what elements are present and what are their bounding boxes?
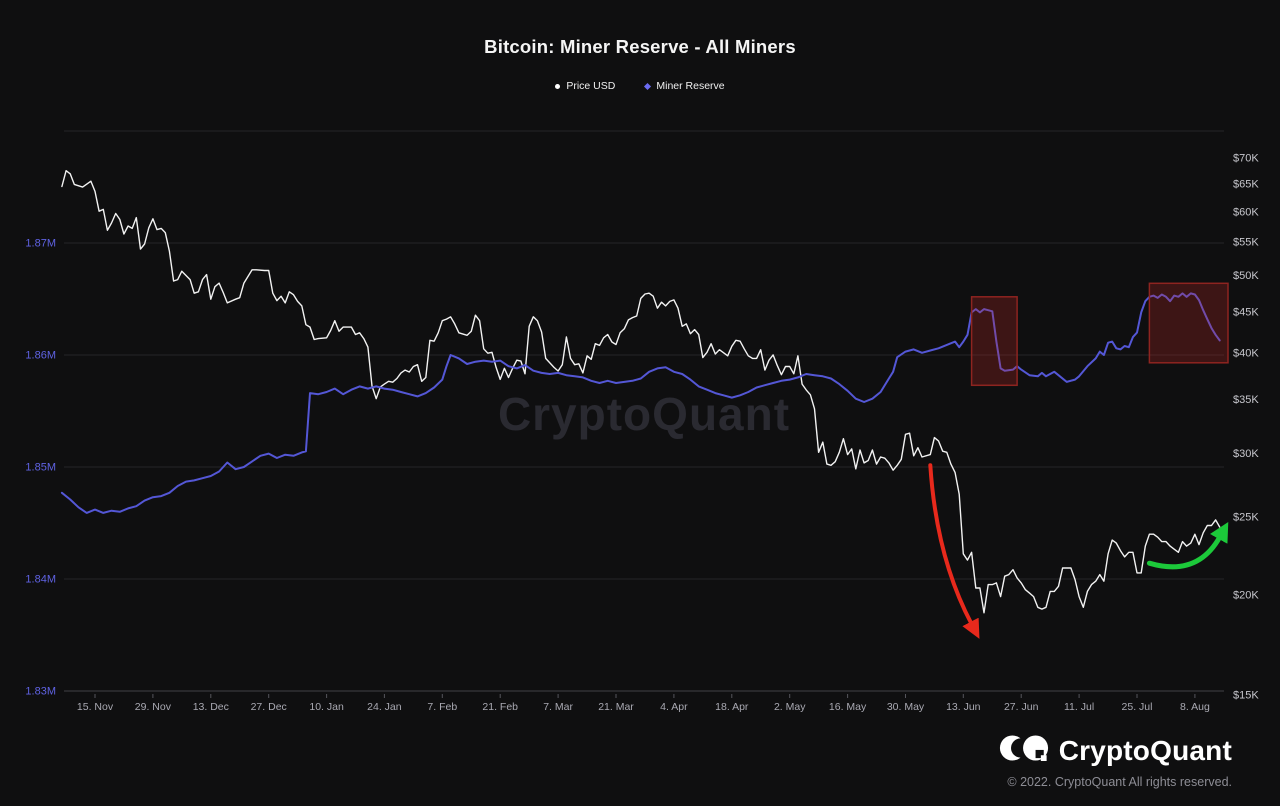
y-axis-left-label: 1.83M [25,686,56,698]
y-axis-left-label: 1.87M [25,238,56,250]
y-axis-left-label: 1.86M [25,350,56,362]
y-axis-right-label: $25K [1233,512,1259,524]
y-axis-right-label: $15K [1233,690,1259,702]
chart-legend: Price USD Miner Reserve [0,80,1280,92]
legend-label-miner-reserve: Miner Reserve [656,80,725,92]
y-axis-right-label: $45K [1233,307,1259,319]
x-axis-label: 30. May [887,701,925,713]
x-axis-label: 13. Jun [946,701,981,713]
price-recovery-arrow [1146,521,1229,570]
price-usd-line [61,169,1221,614]
miner-reserve-marker-icon [644,82,652,90]
highlight-box-august-reserve-peak [1148,282,1229,364]
brand-name: CryptoQuant [1058,734,1232,766]
legend-item-miner-reserve[interactable]: Miner Reserve [644,80,725,92]
x-axis-label: 27. Dec [251,701,287,713]
chart-title: Bitcoin: Miner Reserve - All Miners [484,36,796,57]
y-axis-right-label: $20K [1233,589,1259,601]
y-axis-right-label: $65K [1233,178,1259,190]
copyright-text: © 2022. CryptoQuant All rights reserved. [1007,775,1232,789]
x-axis-label: 24. Jan [367,701,402,713]
cryptoquant-logo-icon [998,730,1050,771]
footer-branding: CryptoQuant © 2022. CryptoQuant All righ… [998,730,1232,789]
legend-label-price-usd: Price USD [566,80,616,92]
x-axis-label: 21. Mar [598,701,634,713]
price-usd-marker-icon [555,83,561,89]
miner-reserve-line [60,292,1221,514]
x-axis-label: 7. Mar [543,701,573,713]
x-axis-label: 16. May [829,701,867,713]
y-axis-left-label: 1.85M [25,462,56,474]
y-axis-right-label: $60K [1233,206,1259,218]
x-axis-label: 21. Feb [482,701,518,713]
highlight-box-june-reserve-dump [970,296,1018,387]
x-axis-label: 13. Dec [193,701,229,713]
y-axis-right-label: $30K [1233,448,1259,460]
x-axis-label: 8. Aug [1180,701,1210,713]
legend-item-price-usd[interactable]: Price USD [555,80,615,92]
watermark-text: CryptoQuant [498,388,790,440]
x-axis-label: 7. Feb [427,701,457,713]
x-axis-label: 2. May [774,701,806,713]
y-axis-right-label: $70K [1233,153,1259,165]
x-axis-label: 15. Nov [77,701,114,713]
y-axis-right-label: $40K [1233,348,1259,360]
x-axis-label: 18. Apr [715,701,749,713]
y-axis-right-label: $50K [1233,270,1259,282]
x-axis-label: 29. Nov [135,701,172,713]
x-axis-label: 11. Jul [1064,701,1094,713]
x-axis-label: 27. Jun [1004,701,1039,713]
price-drop-arrow [928,463,980,639]
x-axis-label: 25. Jul [1122,701,1153,713]
x-axis-label: 10. Jan [309,701,344,713]
y-axis-right-label: $35K [1233,394,1259,406]
y-axis-right-label: $55K [1233,237,1259,249]
y-axis-left-label: 1.84M [25,574,56,586]
x-axis-label: 4. Apr [660,701,688,713]
